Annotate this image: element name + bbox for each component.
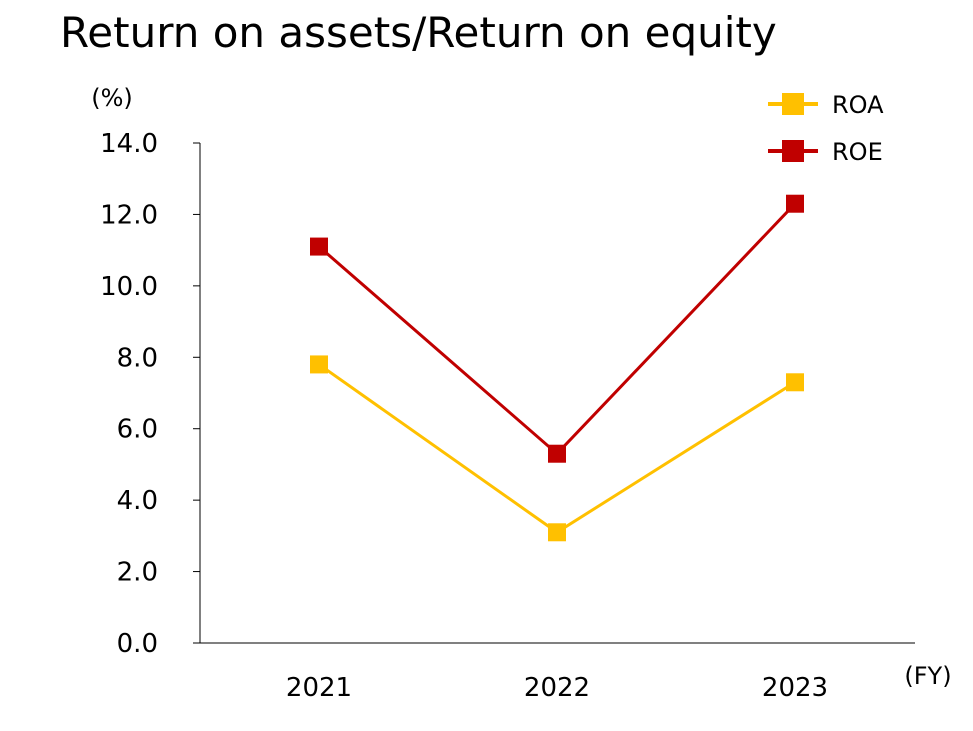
- x-axis-label: (FY): [904, 662, 951, 690]
- roe-point: [786, 194, 804, 213]
- y-ticks: 0.0 2.0 4.0 6.0 8.0 10.0 12.0 14.0: [100, 129, 200, 659]
- legend: ROA ROE: [768, 91, 884, 166]
- x-tick-label: 2021: [286, 673, 352, 703]
- legend-label: ROA: [832, 91, 884, 119]
- roe-point: [310, 237, 328, 256]
- y-tick-label: 8.0: [117, 343, 158, 373]
- x-tick-label: 2023: [762, 673, 828, 703]
- series-layer: [310, 194, 804, 542]
- roa-point: [548, 523, 566, 542]
- y-tick-label: 0.0: [117, 629, 158, 659]
- legend-marker: [782, 140, 804, 162]
- x-tick-label: 2022: [524, 673, 590, 703]
- y-tick-label: 12.0: [100, 200, 158, 230]
- y-tick-label: 2.0: [117, 558, 158, 588]
- y-axis-label: (%): [91, 84, 133, 112]
- y-tick-label: 14.0: [100, 129, 158, 159]
- legend-label: ROE: [832, 138, 883, 166]
- y-tick-label: 10.0: [100, 272, 158, 302]
- chart-title: Return on assets/Return on equity: [60, 8, 777, 57]
- roa-point: [786, 373, 804, 392]
- axes: [199, 143, 915, 644]
- y-tick-label: 4.0: [117, 486, 158, 516]
- legend-item-roa: ROA: [768, 91, 884, 119]
- roe-point: [548, 444, 566, 463]
- legend-item-roe: ROE: [768, 138, 883, 166]
- roa-point: [310, 355, 328, 374]
- legend-marker: [782, 93, 804, 115]
- y-tick-label: 6.0: [117, 415, 158, 445]
- x-ticks: 2021 2022 2023: [286, 673, 828, 703]
